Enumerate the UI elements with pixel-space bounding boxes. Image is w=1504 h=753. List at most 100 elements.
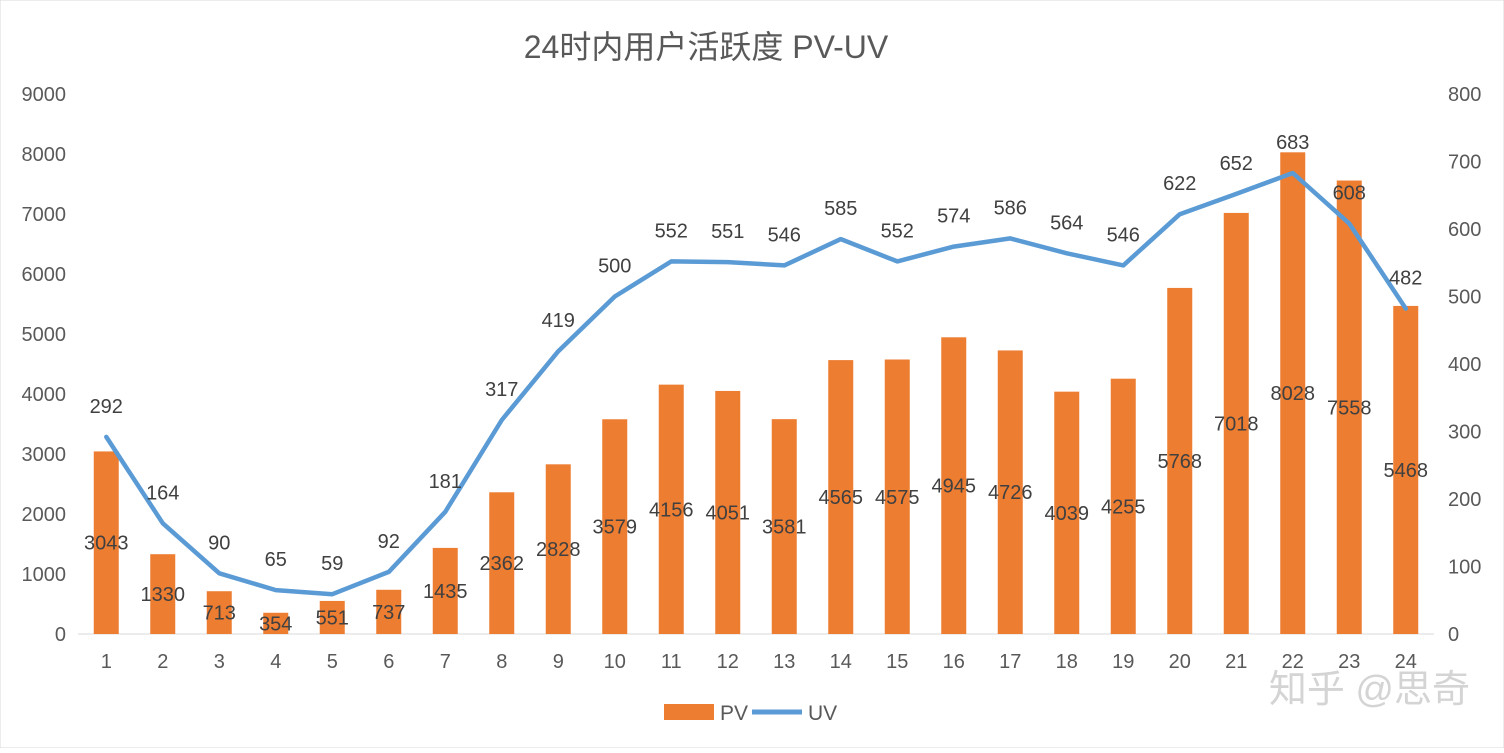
pv-bar xyxy=(1393,305,1419,634)
right-tick-label: 400 xyxy=(1448,354,1481,376)
pv-data-label: 4726 xyxy=(988,482,1033,504)
pv-data-label: 3581 xyxy=(762,517,807,539)
uv-data-label: 546 xyxy=(768,224,801,246)
uv-data-label: 419 xyxy=(542,310,575,332)
pv-data-label: 4255 xyxy=(1101,496,1146,518)
pv-bar xyxy=(1223,212,1249,635)
pv-bar xyxy=(941,337,967,634)
pv-data-label: 3579 xyxy=(593,517,638,539)
right-tick-label: 800 xyxy=(1448,84,1481,106)
right-tick-label: 300 xyxy=(1448,422,1481,444)
pv-data-label: 551 xyxy=(316,607,349,629)
pv-data-label: 4039 xyxy=(1045,503,1090,525)
uv-data-label: 585 xyxy=(824,198,857,220)
pv-bar xyxy=(658,384,684,634)
pv-bar xyxy=(545,464,571,634)
uv-data-label: 292 xyxy=(90,396,123,418)
uv-data-label: 564 xyxy=(1050,212,1083,234)
pv-data-label: 3043 xyxy=(84,533,129,555)
x-tick-label: 12 xyxy=(717,651,739,673)
uv-data-label: 574 xyxy=(937,206,970,228)
pv-data-label: 4575 xyxy=(875,487,920,509)
x-tick-label: 22 xyxy=(1282,651,1304,673)
x-tick-label: 13 xyxy=(773,651,795,673)
legend-uv-label: UV xyxy=(808,702,837,725)
uv-data-label: 652 xyxy=(1220,153,1253,175)
uv-data-label: 482 xyxy=(1389,268,1422,290)
pv-data-label: 4565 xyxy=(819,487,864,509)
pv-bar xyxy=(771,419,797,634)
pv-bar xyxy=(263,612,289,634)
left-tick-label: 3000 xyxy=(22,444,67,466)
x-tick-label: 1 xyxy=(101,651,112,673)
pv-data-labels: 3043 1330 713 354 551 737 1435 2362 2828 3579 4156… xyxy=(84,383,1428,635)
uv-data-label: 683 xyxy=(1276,132,1309,154)
uv-data-label: 552 xyxy=(881,220,914,242)
pv-bar xyxy=(93,451,119,634)
x-axis: 1 2 3 4 5 6 7 8 9 10 11 12 13 14 15 16 17 18 19 20 21 22 23 24 xyxy=(101,651,1417,673)
right-axis: 0 100 200 300 400 500 600 700 800 xyxy=(1448,84,1481,646)
pv-data-label: 8028 xyxy=(1271,383,1316,405)
x-tick-label: 4 xyxy=(270,651,281,673)
pv-bar xyxy=(828,360,854,634)
left-axis: 0 1000 2000 3000 4000 5000 6000 7000 8000 9000 xyxy=(22,84,67,646)
right-tick-label: 100 xyxy=(1448,557,1481,579)
x-tick-label: 5 xyxy=(327,651,338,673)
pv-bar xyxy=(319,600,345,634)
x-tick-label: 2 xyxy=(157,651,168,673)
legend-pv-label: PV xyxy=(720,702,748,725)
left-tick-label: 6000 xyxy=(22,264,67,286)
uv-data-label: 552 xyxy=(655,220,688,242)
uv-data-label: 59 xyxy=(321,553,343,575)
uv-data-label: 65 xyxy=(265,549,287,571)
legend: PV UV xyxy=(664,702,837,725)
pv-data-label: 5468 xyxy=(1384,460,1429,482)
x-tick-label: 18 xyxy=(1056,651,1078,673)
pv-bars xyxy=(93,152,1419,635)
x-tick-label: 15 xyxy=(886,651,908,673)
left-tick-label: 7000 xyxy=(22,204,67,226)
pv-data-label: 4945 xyxy=(932,476,977,498)
x-tick-label: 11 xyxy=(661,651,682,673)
right-tick-label: 700 xyxy=(1448,152,1481,174)
pv-bar xyxy=(150,554,176,634)
uv-data-label: 546 xyxy=(1107,224,1140,246)
pv-bar xyxy=(715,390,741,634)
left-tick-label: 2000 xyxy=(22,504,67,526)
x-tick-label: 10 xyxy=(604,651,626,673)
x-tick-label: 3 xyxy=(214,651,225,673)
right-tick-label: 200 xyxy=(1448,489,1481,511)
right-tick-label: 500 xyxy=(1448,287,1481,309)
uv-data-label: 90 xyxy=(208,532,230,554)
pv-bar xyxy=(1336,180,1362,634)
pv-data-label: 1435 xyxy=(423,581,468,603)
pv-bar xyxy=(997,350,1023,634)
uv-data-label: 551 xyxy=(711,221,744,243)
pv-bar xyxy=(376,589,402,634)
left-tick-label: 1000 xyxy=(22,564,67,586)
x-tick-label: 19 xyxy=(1112,651,1134,673)
pv-data-label: 5768 xyxy=(1158,451,1203,473)
pv-data-label: 2828 xyxy=(536,539,581,561)
watermark: 知乎 @思奇 xyxy=(1269,669,1470,711)
left-tick-label: 8000 xyxy=(22,144,67,166)
right-tick-label: 0 xyxy=(1448,624,1459,646)
x-tick-label: 7 xyxy=(440,651,451,673)
pv-bar xyxy=(884,359,910,634)
uv-data-label: 181 xyxy=(429,471,462,493)
pv-data-label: 7558 xyxy=(1327,397,1372,419)
uv-data-label: 622 xyxy=(1163,173,1196,195)
uv-data-label: 586 xyxy=(994,197,1027,219)
pv-data-label: 713 xyxy=(203,603,236,625)
pv-data-label: 354 xyxy=(259,613,292,635)
pv-bar xyxy=(1054,391,1080,634)
left-tick-label: 0 xyxy=(55,624,66,646)
x-tick-label: 14 xyxy=(830,651,852,673)
pv-bar xyxy=(1167,287,1193,634)
chart-title: 24时内用户活跃度 PV-UV xyxy=(524,29,889,65)
legend-pv-swatch xyxy=(664,704,714,720)
pv-bar xyxy=(1280,152,1306,634)
uv-data-labels: 292 164 90 65 59 92 181 317 419 500 552 551 546 585 55… xyxy=(90,132,1423,575)
